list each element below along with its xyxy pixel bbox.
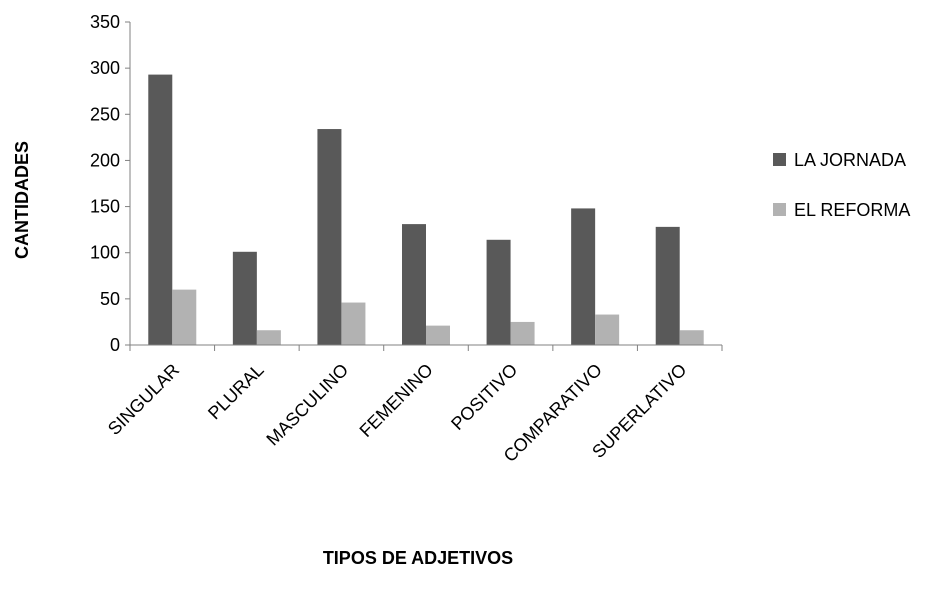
y-tick-label: 100 [90,243,120,263]
x-category-label: SINGULAR [104,360,183,439]
bar-la-jornada [232,251,257,345]
bar-el-reforma [679,330,704,345]
bar-el-reforma [172,289,197,345]
bars [148,74,704,346]
y-tick-label: 350 [90,12,120,32]
x-category-label: MASCULINO [262,360,352,450]
y-axis-title: CANTIDADES [12,141,32,259]
bar-la-jornada [148,74,173,346]
bar-la-jornada [402,224,426,345]
y-tick-label: 250 [90,104,120,124]
x-category-label: POSITIVO [447,360,521,434]
bar-la-jornada [317,129,342,345]
y-tick-label: 300 [90,58,120,78]
x-category-label: FEMENINO [356,360,437,441]
bar-el-reforma [341,302,366,345]
bar-el-reforma [256,330,281,345]
bar-la-jornada [486,239,511,345]
y-tick-label: 0 [110,335,120,355]
bar-el-reforma [595,314,620,345]
bar-el-reforma [510,321,535,345]
x-axis-title: TIPOS DE ADJETIVOS [323,548,513,568]
legend: LA JORNADA EL REFORMA [773,150,910,220]
y-axis-ticks: 0 50 100 150 200 250 300 350 [90,12,130,355]
y-tick-label: 200 [90,150,120,170]
legend-swatch [773,203,786,216]
legend-label: LA JORNADA [794,150,906,170]
legend-swatch [773,153,786,166]
bar-el-reforma [426,325,450,345]
y-tick-label: 50 [100,289,120,309]
y-tick-label: 150 [90,197,120,217]
x-axis-ticks [129,345,723,351]
x-category-label: PLURAL [204,360,268,424]
bar-la-jornada [655,226,680,345]
legend-label: EL REFORMA [794,200,910,220]
bar-la-jornada [571,208,596,345]
